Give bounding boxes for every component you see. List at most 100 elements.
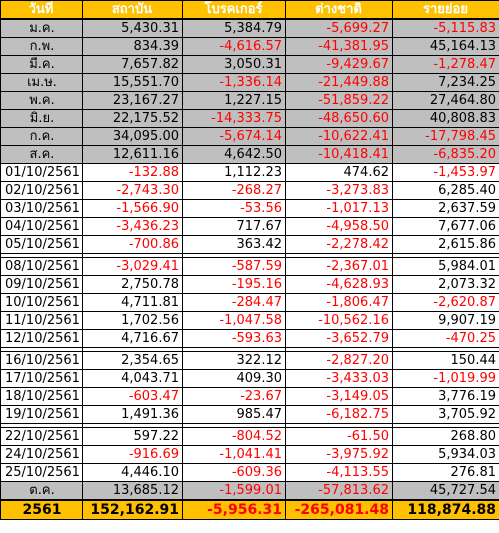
date-cell[interactable]: ก.พ. bbox=[0, 37, 83, 56]
retail-cell[interactable]: -6,835.20 bbox=[392, 145, 499, 164]
foreign-cell[interactable]: -10,562.16 bbox=[285, 311, 393, 330]
broker-cell[interactable]: 1,112.23 bbox=[182, 163, 286, 182]
foreign-cell[interactable]: -2,827.20 bbox=[285, 351, 393, 370]
retail-cell[interactable]: 9,907.19 bbox=[392, 311, 499, 330]
retail-cell[interactable]: -5,115.83 bbox=[392, 18, 499, 38]
retail-cell[interactable]: 45,164.13 bbox=[392, 37, 499, 56]
retail-cell[interactable]: -2,620.87 bbox=[392, 293, 499, 312]
date-cell[interactable]: 05/10/2561 bbox=[0, 235, 83, 254]
date-cell[interactable]: 11/10/2561 bbox=[0, 311, 83, 330]
institution-cell[interactable]: 4,043.71 bbox=[82, 369, 183, 388]
foreign-cell[interactable]: -41,381.95 bbox=[285, 37, 393, 56]
foreign-cell[interactable]: -3,975.92 bbox=[285, 445, 393, 464]
institution-cell[interactable]: 4,716.67 bbox=[82, 329, 183, 348]
date-cell[interactable]: 01/10/2561 bbox=[0, 163, 83, 182]
header-retail[interactable]: รายย่อย bbox=[392, 0, 499, 20]
broker-cell[interactable]: -587.59 bbox=[182, 257, 286, 276]
institution-cell[interactable]: 4,711.81 bbox=[82, 293, 183, 312]
retail-cell[interactable]: -17,798.45 bbox=[392, 127, 499, 146]
broker-cell[interactable]: -23.67 bbox=[182, 387, 286, 406]
date-cell[interactable]: 03/10/2561 bbox=[0, 199, 83, 218]
institution-cell[interactable]: 2,354.65 bbox=[82, 351, 183, 370]
institution-cell[interactable]: 597.22 bbox=[82, 427, 183, 446]
foreign-cell[interactable]: -3,149.05 bbox=[285, 387, 393, 406]
broker-cell[interactable]: -195.16 bbox=[182, 275, 286, 294]
retail-cell[interactable]: 27,464.80 bbox=[392, 91, 499, 110]
date-cell[interactable]: พ.ค. bbox=[0, 91, 83, 110]
date-cell[interactable]: 09/10/2561 bbox=[0, 275, 83, 294]
broker-cell[interactable]: -1,041.41 bbox=[182, 445, 286, 464]
broker-cell[interactable]: -804.52 bbox=[182, 427, 286, 446]
date-cell[interactable]: 22/10/2561 bbox=[0, 427, 83, 446]
date-cell[interactable]: 02/10/2561 bbox=[0, 181, 83, 200]
institution-cell[interactable]: -1,566.90 bbox=[82, 199, 183, 218]
retail-cell[interactable]: 268.80 bbox=[392, 427, 499, 446]
institution-cell[interactable]: 34,095.00 bbox=[82, 127, 183, 146]
retail-cell[interactable]: 45,727.54 bbox=[392, 481, 499, 501]
date-cell[interactable]: เม.ษ. bbox=[0, 73, 83, 92]
retail-cell[interactable]: 3,705.92 bbox=[392, 405, 499, 424]
institution-cell[interactable]: 22,175.52 bbox=[82, 109, 183, 128]
broker-cell[interactable]: -1,599.01 bbox=[182, 481, 286, 501]
retail-cell[interactable]: 7,234.25 bbox=[392, 73, 499, 92]
retail-cell[interactable]: 2,073.32 bbox=[392, 275, 499, 294]
date-cell[interactable]: 04/10/2561 bbox=[0, 217, 83, 236]
institution-cell[interactable]: 15,551.70 bbox=[82, 73, 183, 92]
retail-cell[interactable]: -1,278.47 bbox=[392, 55, 499, 74]
broker-cell[interactable]: 985.47 bbox=[182, 405, 286, 424]
institution-cell[interactable]: 2,750.78 bbox=[82, 275, 183, 294]
institution-cell[interactable]: -2,743.30 bbox=[82, 181, 183, 200]
foreign-cell[interactable]: -4,958.50 bbox=[285, 217, 393, 236]
retail-cell[interactable]: -470.25 bbox=[392, 329, 499, 348]
broker-cell[interactable]: -5,674.14 bbox=[182, 127, 286, 146]
header-broker[interactable]: โบรคเกอร์ bbox=[182, 0, 286, 20]
broker-cell[interactable]: 5,384.79 bbox=[182, 18, 286, 38]
date-cell[interactable]: ม.ค. bbox=[0, 18, 83, 38]
foreign-cell[interactable]: 474.62 bbox=[285, 163, 393, 182]
retail-cell[interactable]: 3,776.19 bbox=[392, 387, 499, 406]
broker-cell[interactable]: 717.67 bbox=[182, 217, 286, 236]
institution-cell[interactable]: -3,029.41 bbox=[82, 257, 183, 276]
retail-cell[interactable]: 150.44 bbox=[392, 351, 499, 370]
retail-cell[interactable]: -1,019.99 bbox=[392, 369, 499, 388]
broker-cell[interactable]: 4,642.50 bbox=[182, 145, 286, 164]
broker-cell[interactable]: -609.36 bbox=[182, 463, 286, 482]
broker-cell[interactable]: -284.47 bbox=[182, 293, 286, 312]
institution-cell[interactable]: 23,167.27 bbox=[82, 91, 183, 110]
foreign-cell[interactable]: -48,650.60 bbox=[285, 109, 393, 128]
institution-cell[interactable]: 12,611.16 bbox=[82, 145, 183, 164]
date-cell[interactable]: 10/10/2561 bbox=[0, 293, 83, 312]
retail-cell[interactable]: 40,808.83 bbox=[392, 109, 499, 128]
date-cell[interactable]: 24/10/2561 bbox=[0, 445, 83, 464]
retail-cell[interactable]: 7,677.06 bbox=[392, 217, 499, 236]
broker-cell[interactable]: -593.63 bbox=[182, 329, 286, 348]
broker-cell[interactable]: -14,333.75 bbox=[182, 109, 286, 128]
institution-cell[interactable]: 7,657.82 bbox=[82, 55, 183, 74]
institution-cell[interactable]: 13,685.12 bbox=[82, 481, 183, 501]
institution-cell[interactable]: -916.69 bbox=[82, 445, 183, 464]
date-cell[interactable]: มิ.ย. bbox=[0, 109, 83, 128]
retail-cell[interactable]: -1,453.97 bbox=[392, 163, 499, 182]
institution-cell[interactable]: -700.86 bbox=[82, 235, 183, 254]
header-foreign[interactable]: ต่างชาติ bbox=[285, 0, 393, 20]
foreign-cell[interactable]: -1,806.47 bbox=[285, 293, 393, 312]
header-institution[interactable]: สถาบัน bbox=[82, 0, 183, 20]
date-cell[interactable]: ส.ค. bbox=[0, 145, 83, 164]
broker-cell[interactable]: -268.27 bbox=[182, 181, 286, 200]
date-cell[interactable]: 08/10/2561 bbox=[0, 257, 83, 276]
foreign-cell[interactable]: -1,017.13 bbox=[285, 199, 393, 218]
date-cell[interactable]: ก.ค. bbox=[0, 127, 83, 146]
broker-cell[interactable]: 1,227.15 bbox=[182, 91, 286, 110]
foreign-cell[interactable]: -51,859.22 bbox=[285, 91, 393, 110]
retail-cell[interactable]: 118,874.88 bbox=[392, 499, 499, 520]
foreign-cell[interactable]: -21,449.88 bbox=[285, 73, 393, 92]
broker-cell[interactable]: 363.42 bbox=[182, 235, 286, 254]
institution-cell[interactable]: -3,436.23 bbox=[82, 217, 183, 236]
retail-cell[interactable]: 2,615.86 bbox=[392, 235, 499, 254]
foreign-cell[interactable]: -4,113.55 bbox=[285, 463, 393, 482]
institution-cell[interactable]: 5,430.31 bbox=[82, 18, 183, 38]
retail-cell[interactable]: 6,285.40 bbox=[392, 181, 499, 200]
foreign-cell[interactable]: -57,813.62 bbox=[285, 481, 393, 501]
institution-cell[interactable]: 152,162.91 bbox=[82, 499, 183, 520]
foreign-cell[interactable]: -61.50 bbox=[285, 427, 393, 446]
